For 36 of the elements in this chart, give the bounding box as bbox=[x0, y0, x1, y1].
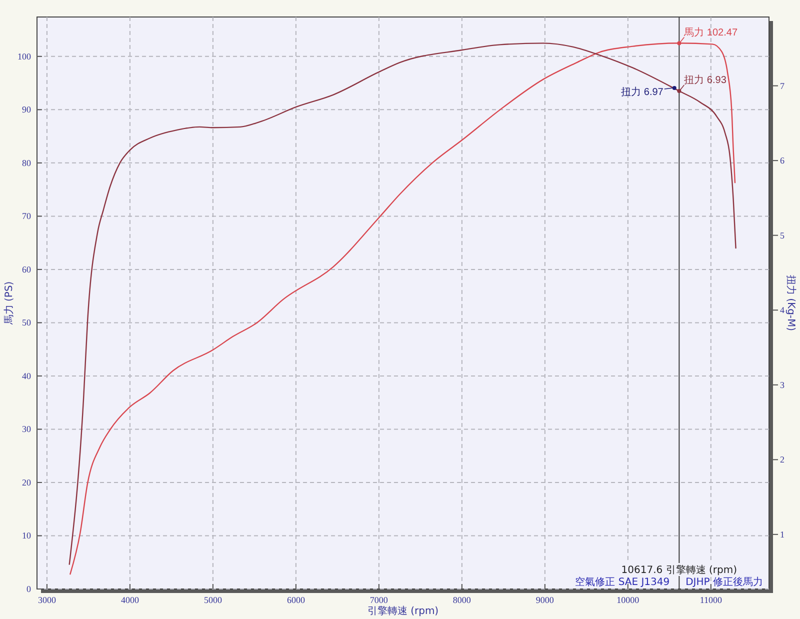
y2-tick-label: 6 bbox=[780, 156, 785, 166]
y-tick-label: 30 bbox=[22, 424, 32, 434]
y-tick-label: 60 bbox=[22, 264, 32, 274]
annotation: 空氣修正 SAE J1349 bbox=[575, 576, 670, 588]
x-axis-title: 引擎轉速 (rpm) bbox=[367, 605, 439, 617]
y2-tick-label: 7 bbox=[780, 80, 785, 91]
annotation: DJHP 修正後馬力 bbox=[686, 576, 763, 588]
y2-tick-label: 1 bbox=[780, 529, 784, 540]
x-tick-label: 8000 bbox=[452, 595, 472, 605]
x-tick-label: 11000 bbox=[700, 595, 722, 605]
y2-tick-label: 5 bbox=[780, 230, 785, 240]
y-tick-label: 0 bbox=[26, 584, 32, 594]
y-tick-label: 20 bbox=[22, 477, 32, 488]
y-tick-label: 10 bbox=[22, 530, 32, 541]
x-tick-label: 10000 bbox=[616, 595, 640, 605]
y2-tick-label: 3 bbox=[780, 380, 785, 390]
data-label: 扭力 6.97 bbox=[621, 86, 664, 98]
x-tick-label: 6000 bbox=[286, 595, 306, 605]
y-tick-label: 40 bbox=[22, 370, 32, 381]
x-tick-label: 4000 bbox=[120, 595, 140, 605]
y-tick-label: 70 bbox=[22, 211, 32, 222]
data-label: 馬力 102.47 bbox=[683, 26, 738, 38]
ref-line-label: 10617.6 引擎轉速 (rpm) bbox=[621, 564, 738, 576]
x-tick-label: 9000 bbox=[536, 595, 554, 605]
y-tick-label: 100 bbox=[18, 51, 32, 62]
x-tick-label: 7000 bbox=[370, 595, 388, 605]
y-tick-label: 80 bbox=[22, 158, 32, 168]
x-tick-label: 3000 bbox=[38, 595, 56, 605]
data-label: 扭力 6.93 bbox=[684, 74, 727, 86]
y-tick-label: 90 bbox=[22, 104, 32, 115]
y-tick-label: 50 bbox=[22, 318, 32, 328]
y2-tick-label: 2 bbox=[780, 454, 784, 465]
x-tick-label: 5000 bbox=[204, 595, 222, 605]
y2-axis-title: 扭力 (Kg-M) bbox=[785, 274, 797, 332]
y2-tick-label: 4 bbox=[780, 305, 785, 316]
y-axis-title: 馬力 (PS) bbox=[3, 281, 15, 326]
